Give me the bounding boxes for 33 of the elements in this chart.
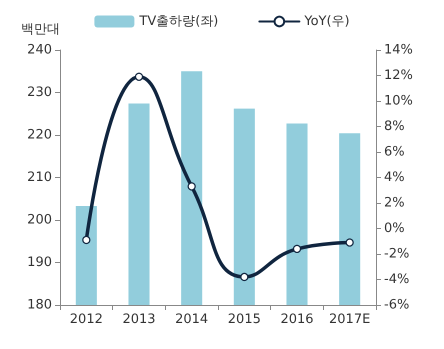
x-tick-label: 2017E (329, 312, 370, 327)
y2-tick-label: -4% (384, 272, 410, 287)
legend-label: YoY(우) (303, 14, 350, 29)
y2-tick-label: 8% (384, 119, 405, 134)
y2-tick-label: 14% (384, 42, 413, 58)
x-tick-label: 2015 (228, 312, 261, 327)
legend-label: TV출하량(좌) (138, 14, 218, 29)
y-tick-label: 190 (27, 255, 52, 270)
y2-tick-label: 12% (384, 68, 413, 83)
x-tick-label: 2012 (70, 312, 103, 327)
y2-tick-label: -2% (384, 246, 410, 262)
x-tick-label: 2014 (175, 312, 208, 327)
y2-tick-label: 0% (384, 221, 405, 236)
y2-tick-label: -6% (384, 298, 410, 312)
y2-tick-label: 4% (384, 170, 405, 185)
y-tick-label: 180 (27, 298, 52, 312)
point (82, 236, 90, 244)
y2-tick-label: 2% (384, 196, 405, 210)
point (346, 238, 354, 247)
y-tick-label: 210 (27, 170, 52, 185)
point (292, 244, 302, 253)
x-tick-label: 2013 (122, 312, 156, 327)
y2-tick-label: 6% (384, 144, 405, 160)
y-tick-label: 220 (27, 128, 52, 142)
point (188, 182, 196, 191)
y-axis-title: 백만대 (21, 22, 60, 37)
y-tick-label: 200 (27, 212, 52, 228)
x-tick-label: 2016 (280, 312, 314, 327)
point (134, 72, 144, 81)
y-tick-label: 230 (27, 85, 52, 100)
y-tick-label: 240 (27, 42, 52, 58)
y2-tick-label: 10% (384, 94, 413, 108)
point (240, 272, 248, 282)
